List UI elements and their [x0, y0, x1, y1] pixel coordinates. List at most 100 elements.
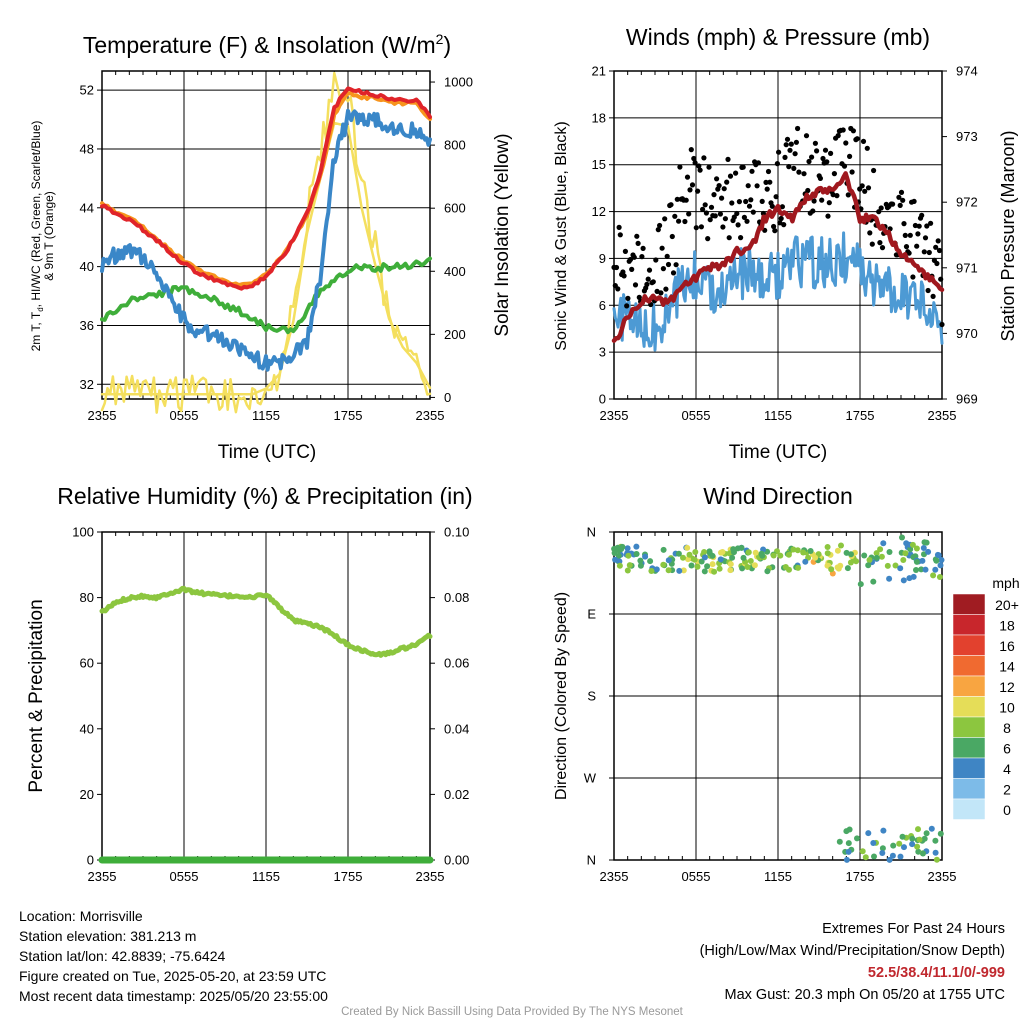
direction-dot: [878, 553, 885, 560]
two-meter-temp-line: [100, 86, 432, 291]
gust-dot: [616, 224, 622, 230]
direction-dot: [890, 842, 897, 849]
direction-dot: [930, 572, 937, 579]
gust-dot: [627, 256, 634, 263]
direction-dot: [886, 549, 893, 555]
direction-dot: [844, 565, 851, 572]
y2-tick-label: 0.06: [444, 656, 469, 671]
direction-dot: [824, 544, 831, 550]
direction-dot: [716, 565, 723, 572]
gust-dot: [820, 155, 826, 162]
gust-dot: [817, 175, 824, 181]
direction-dot: [909, 841, 916, 848]
direction-dot: [915, 826, 921, 833]
speed-legend-title: mph: [992, 575, 1019, 591]
gust-dot: [897, 202, 903, 208]
y-tick-label: 3: [599, 345, 606, 360]
direction-dot: [637, 557, 644, 564]
gust-dot: [640, 245, 646, 251]
elevation-text: Station elevation: 381.213 m: [19, 928, 197, 944]
gust-dot: [727, 173, 734, 179]
y-tick-label: E: [587, 607, 596, 622]
direction-dot: [727, 561, 734, 568]
direction-dot: [745, 549, 752, 556]
direction-dot: [843, 856, 850, 863]
direction-dot: [932, 849, 939, 856]
gust-dot: [847, 153, 853, 159]
gust-dot: [722, 216, 729, 222]
legend-label: 8: [1003, 720, 1011, 736]
gust-dot: [902, 232, 908, 238]
gust-dot: [620, 269, 626, 275]
gust-dot: [688, 147, 694, 153]
gust-dot: [635, 240, 641, 246]
winds-title: Winds (mph) & Pressure (mb): [626, 24, 930, 50]
direction-dot: [913, 567, 919, 573]
gust-dot: [814, 148, 820, 154]
relative-humidity-line: [99, 585, 433, 658]
gust-dot: [783, 142, 789, 148]
direction-dot: [747, 558, 754, 564]
gust-dot: [714, 176, 720, 182]
direction-dot: [886, 575, 893, 582]
direction-dot: [701, 554, 708, 561]
direction-dot: [886, 856, 893, 863]
gust-dot: [771, 223, 777, 230]
direction-dot: [937, 562, 944, 569]
direction-dot: [738, 544, 745, 551]
direction-dot: [785, 551, 792, 558]
gust-dot: [663, 286, 669, 292]
gust-dot: [850, 128, 857, 134]
humidity-plot-area: 0 20 40 60 80 100 0.00 0.02 0.04 0.06 0.08 0.10 2355…: [72, 525, 469, 885]
gust-dot: [705, 236, 711, 242]
gust-dot: [935, 238, 941, 244]
direction-dot: [719, 549, 726, 555]
direction-dot: [709, 561, 716, 568]
gust-dot: [724, 179, 730, 185]
direction-dot: [914, 843, 921, 850]
direction-dot: [932, 837, 939, 844]
gust-dot: [632, 282, 639, 288]
x-tick-label: 2355: [88, 869, 117, 884]
direction-dot: [938, 557, 945, 563]
x-tick-label: 0555: [682, 869, 711, 884]
direction-dot: [711, 568, 718, 575]
direction-dot: [836, 838, 843, 845]
gust-dot: [702, 202, 708, 208]
latlon-text: Station lat/lon: 42.8839; -75.6424: [19, 948, 226, 964]
direction-dot: [920, 545, 927, 551]
direction-dot: [802, 558, 809, 565]
gust-dot: [660, 266, 667, 272]
gust-dot: [669, 233, 675, 240]
y2-tick-label: 973: [956, 129, 978, 144]
direction-dot: [676, 567, 683, 574]
gust-dot: [901, 221, 907, 227]
gust-dot: [911, 198, 917, 204]
gust-dot: [903, 244, 910, 250]
gust-dot: [786, 164, 792, 170]
y2-tick-label: 0.00: [444, 853, 469, 868]
direction-dot: [660, 546, 667, 553]
gust-dot: [716, 183, 722, 189]
gust-dot: [922, 235, 929, 241]
direction-dot: [684, 544, 691, 551]
station-info: Location: Morrisville Station elevation:…: [19, 906, 328, 1006]
plot-frame: [613, 531, 943, 861]
gust-dot: [865, 185, 872, 191]
gust-dot: [843, 140, 849, 146]
gust-dot: [854, 136, 860, 142]
gust-dot: [725, 156, 731, 162]
direction-dot: [727, 567, 734, 574]
gust-dot: [764, 186, 770, 192]
gust-dot: [672, 213, 678, 219]
gust-dot: [919, 212, 925, 218]
y2-tick-label: 972: [956, 195, 978, 210]
gust-dot: [915, 231, 921, 237]
gust-dot: [812, 140, 819, 146]
gust-dot: [682, 218, 688, 225]
gust-dot: [822, 147, 829, 153]
direction-dot: [866, 557, 873, 563]
direction-dot: [701, 568, 708, 575]
direction-dot: [873, 550, 880, 557]
direction-dot: [932, 566, 939, 573]
